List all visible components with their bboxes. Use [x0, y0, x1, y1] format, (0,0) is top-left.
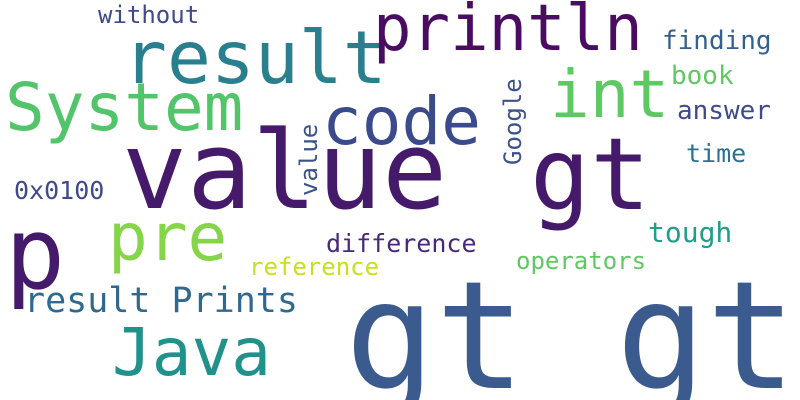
- word: Google: [499, 78, 527, 165]
- word: code: [322, 83, 481, 160]
- word: println: [373, 0, 643, 66]
- word: without: [98, 1, 200, 29]
- word: result Prints: [24, 281, 298, 321]
- word: gt gt: [345, 250, 797, 400]
- word: tough: [648, 216, 733, 249]
- word: reference: [249, 253, 380, 281]
- word: book: [671, 61, 734, 91]
- word: 0x0100: [14, 176, 105, 205]
- word: value: [295, 123, 323, 196]
- word: finding: [662, 26, 772, 56]
- word: pre: [108, 199, 228, 276]
- word: Java: [112, 314, 271, 391]
- word: gt: [530, 116, 651, 233]
- word: int: [550, 56, 670, 133]
- word: p: [5, 195, 66, 312]
- word: value: [122, 109, 448, 234]
- word: difference: [326, 229, 477, 258]
- word: operators: [516, 247, 647, 275]
- word: answer: [677, 96, 771, 126]
- word: System: [5, 69, 244, 146]
- word: result: [123, 16, 387, 101]
- word: time: [686, 139, 747, 168]
